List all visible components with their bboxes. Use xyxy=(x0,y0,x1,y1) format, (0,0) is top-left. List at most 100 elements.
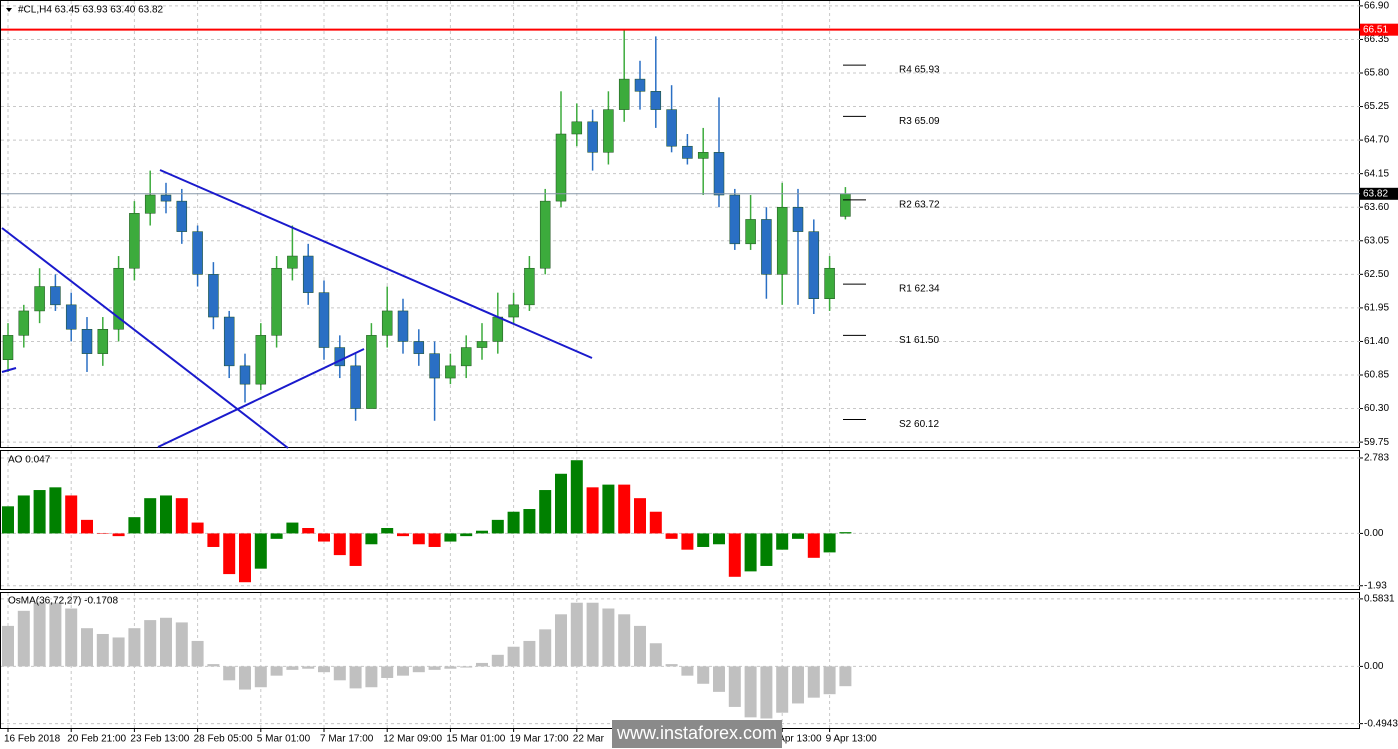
price-panel xyxy=(0,0,1360,448)
y-tick-label: 63.60 xyxy=(1364,202,1389,213)
indicator-bar xyxy=(333,533,346,556)
indicator-bar xyxy=(760,533,773,566)
candle-body xyxy=(539,200,551,269)
indicator-bar xyxy=(112,533,125,537)
y-tick-label: 62.50 xyxy=(1364,269,1389,280)
y-tick-label: 59.75 xyxy=(1364,437,1389,448)
y-tick-label: 60.30 xyxy=(1364,403,1389,414)
indicator-bar xyxy=(744,666,757,718)
indicator-bar xyxy=(555,473,567,534)
indicator-bar xyxy=(239,533,251,583)
candle-body xyxy=(176,200,188,232)
candle-body xyxy=(666,109,677,147)
candle-body xyxy=(208,274,219,318)
x-tick-label: 28 Feb 05:00 xyxy=(194,734,253,745)
candle-body xyxy=(650,91,662,110)
candle-body xyxy=(223,316,235,367)
candle-body xyxy=(350,365,361,409)
y-tick-label: -0.4943 xyxy=(1364,718,1398,729)
indicator-bar xyxy=(776,533,789,550)
candle-body xyxy=(287,255,298,269)
indicator-bar xyxy=(491,654,504,667)
indicator-bar xyxy=(286,666,299,670)
indicator-bar xyxy=(207,533,220,547)
indicator-bar xyxy=(539,490,552,534)
candle-body xyxy=(808,231,820,299)
indicator-bar xyxy=(839,666,852,687)
indicator-bar xyxy=(602,608,615,667)
indicator-bar xyxy=(618,614,631,667)
candle-body xyxy=(97,328,109,354)
y-tick-label: 0.5831 xyxy=(1364,594,1395,605)
osma-title: OsMA(36,72,27) -0.1708 xyxy=(8,596,118,607)
candle-body xyxy=(144,194,156,214)
candle-body xyxy=(318,292,330,348)
indicator-bar xyxy=(144,498,157,534)
candle-body xyxy=(603,109,614,153)
y-tick-label: 61.95 xyxy=(1364,303,1389,314)
indicator-bar xyxy=(318,666,330,673)
indicator-bar xyxy=(523,640,536,667)
candle-body xyxy=(160,194,172,202)
indicator-bar xyxy=(555,614,567,667)
candle-body xyxy=(255,335,267,385)
candle-body xyxy=(682,145,693,159)
indicator-bar xyxy=(270,666,283,676)
indicator-bar xyxy=(713,533,725,545)
indicator-bar xyxy=(476,662,488,667)
indicator-bar xyxy=(507,646,520,667)
indicator-bar xyxy=(175,498,188,534)
pivot-label: S1 61.50 xyxy=(899,335,939,346)
candle-body xyxy=(81,328,93,354)
indicator-bar xyxy=(681,666,694,676)
y-tick-label: -1.93 xyxy=(1364,580,1387,591)
trendline xyxy=(157,348,365,448)
indicator-bar xyxy=(681,533,694,550)
indicator-bar xyxy=(665,664,678,667)
y-tick-label: 60.85 xyxy=(1364,370,1389,381)
candle-body xyxy=(634,78,646,92)
indicator-bar xyxy=(602,484,615,534)
candle-body xyxy=(492,316,504,342)
menu-arrow xyxy=(6,8,12,12)
y-tick-label: 64.15 xyxy=(1364,168,1389,179)
candle-body xyxy=(302,255,314,293)
pivot-label: R4 65.93 xyxy=(899,65,940,76)
ao-title: AO 0.047 xyxy=(8,455,51,466)
indicator-bar xyxy=(270,533,283,539)
indicator-bar xyxy=(476,530,488,534)
pivot-label: R1 62.34 xyxy=(899,284,940,295)
indicator-bar xyxy=(65,495,78,534)
indicator-bar xyxy=(460,533,473,537)
indicator-bar xyxy=(175,622,188,667)
indicator-bar xyxy=(618,484,631,534)
watermark: www.instaforex.com xyxy=(616,723,777,743)
x-tick-label: 9 Apr 13:00 xyxy=(826,734,878,745)
y-tick-label: 0.00 xyxy=(1364,528,1384,539)
candle-body xyxy=(34,286,45,312)
indicator-bar xyxy=(207,664,220,667)
candle-body xyxy=(824,267,835,299)
level-label: 66.51 xyxy=(1363,24,1388,35)
y-tick-label: 65.25 xyxy=(1364,101,1389,112)
indicator-bar xyxy=(365,533,378,545)
indicator-bar xyxy=(412,666,425,673)
indicator-bar xyxy=(96,633,109,667)
candle-body xyxy=(776,206,788,275)
x-tick-label: 16 Feb 2018 xyxy=(4,734,61,745)
indicator-bar xyxy=(397,666,409,676)
x-tick-label: 5 Mar 01:00 xyxy=(257,734,311,745)
indicator-bar xyxy=(112,637,125,667)
indicator-bar xyxy=(444,666,457,669)
indicator-bar xyxy=(33,602,46,667)
candle-body xyxy=(334,347,346,367)
indicator-bar xyxy=(697,666,710,684)
indicator-bar xyxy=(428,533,441,547)
indicator-bar xyxy=(823,666,836,695)
candle-body xyxy=(571,121,583,135)
x-tick-label: 19 Mar 17:00 xyxy=(510,734,569,745)
trendline xyxy=(159,169,593,359)
indicator-bar xyxy=(349,533,362,566)
candle-body xyxy=(397,310,409,342)
indicator-bar xyxy=(81,628,93,667)
